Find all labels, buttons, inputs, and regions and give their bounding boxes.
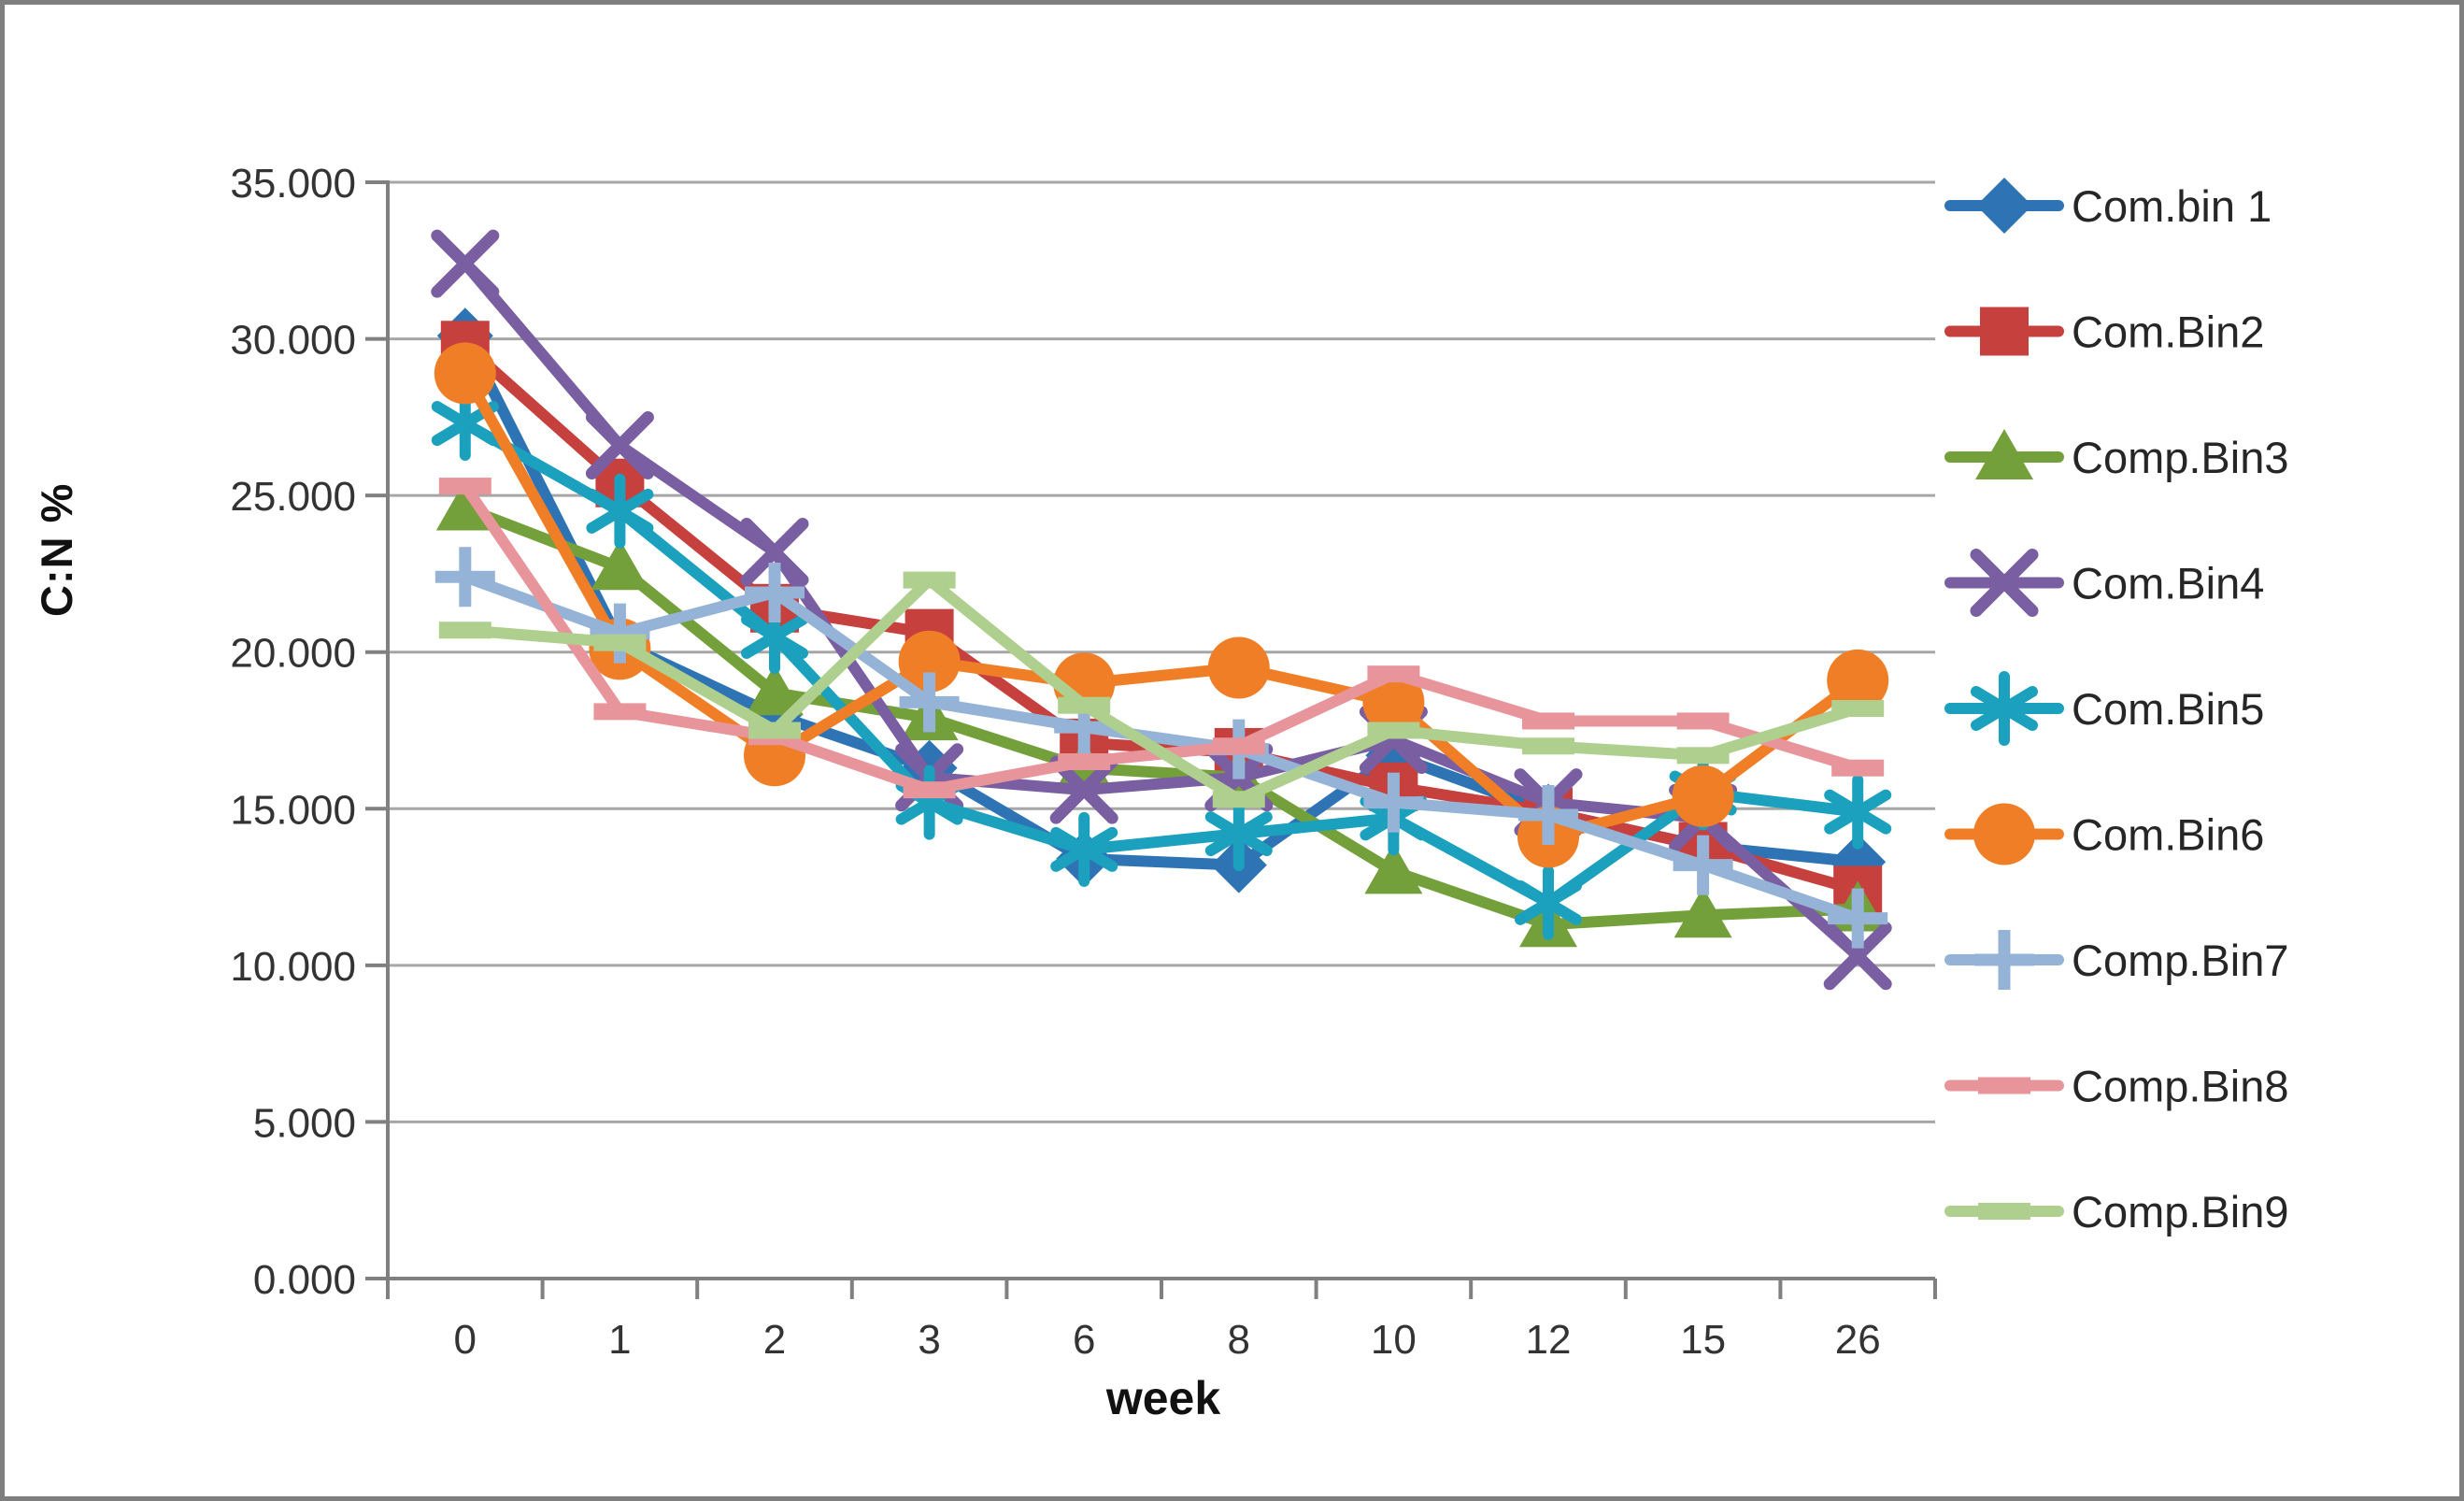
series-marker-comp-bin9 xyxy=(1212,791,1265,808)
series-line-com-bin5 xyxy=(459,418,1864,908)
series-marker-com-bin5 xyxy=(1515,865,1582,940)
series-marker-comp-bin9 xyxy=(593,634,647,651)
series-marker-com-bin5 xyxy=(1204,796,1273,872)
series-marker-comp-bin9 xyxy=(1058,696,1111,714)
series-marker-com-bin4 xyxy=(740,517,809,586)
y-axis-tick-label: 10.000 xyxy=(230,944,356,990)
series-marker-comp-bin7 xyxy=(1673,835,1733,895)
series-marker-com-bin6 xyxy=(898,630,961,693)
series-marker-com-bin4 xyxy=(1823,922,1892,991)
legend-label-com-bin5: Com.Bin5 xyxy=(2072,684,2264,734)
legend-label-com-bin6: Com.Bin6 xyxy=(2072,810,2264,860)
x-axis-tick-label: 6 xyxy=(1073,1317,1095,1363)
x-axis-tick-label: 15 xyxy=(1680,1317,1726,1363)
legend-key-marker-comp-bin7 xyxy=(1974,930,2034,990)
legend-label-comp-bin3: Comp.Bin3 xyxy=(2072,433,2289,482)
y-axis-tick-label: 20.000 xyxy=(230,631,356,677)
series-marker-comp-bin3 xyxy=(1364,843,1423,894)
x-axis-tick-label: 26 xyxy=(1835,1317,1881,1363)
series-marker-com-bin5 xyxy=(1050,811,1118,887)
x-axis-tick-label: 8 xyxy=(1228,1317,1250,1363)
x-axis-tick-label: 0 xyxy=(454,1317,477,1363)
series-marker-comp-bin7 xyxy=(745,563,805,623)
series-marker-comp-bin9 xyxy=(903,571,956,589)
legend-key-marker-com-bin2 xyxy=(1980,307,2029,356)
series-marker-comp-bin8 xyxy=(438,478,491,495)
series-marker-comp-bin9 xyxy=(438,622,491,639)
x-axis-tick-label: 2 xyxy=(763,1317,786,1363)
series-marker-com-bin6 xyxy=(1827,649,1889,711)
series-marker-comp-bin9 xyxy=(1367,722,1420,739)
series-marker-com-bin4 xyxy=(431,229,500,298)
series-marker-comp-bin7 xyxy=(899,672,960,733)
series-marker-comp-bin9 xyxy=(1831,700,1885,718)
series-marker-comp-bin8 xyxy=(1212,737,1265,755)
series-marker-comp-bin7 xyxy=(1828,888,1888,949)
series-line-comp-bin9 xyxy=(459,574,1864,806)
series-marker-comp-bin9 xyxy=(748,722,801,739)
legend-key-marker-com-bin5 xyxy=(1971,671,2038,746)
series-line-comp-bin3 xyxy=(459,502,1864,931)
series-marker-com-bin6 xyxy=(1207,636,1270,699)
x-axis-tick-label: 3 xyxy=(918,1317,940,1363)
y-axis-tick-label: 15.000 xyxy=(230,787,356,833)
series-marker-comp-bin8 xyxy=(1831,759,1885,777)
y-axis-tick-label: 30.000 xyxy=(230,318,356,364)
series-marker-comp-bin3 xyxy=(746,665,804,716)
series-marker-comp-bin8 xyxy=(1058,753,1111,771)
legend-key-marker-comp-bin3 xyxy=(1975,429,2033,479)
x-axis-tick-label: 12 xyxy=(1526,1317,1572,1363)
series-marker-comp-bin8 xyxy=(1522,712,1574,730)
legend-key-marker-com-bin-1 xyxy=(1976,178,2032,234)
series-marker-com-bin5 xyxy=(1824,774,1892,850)
legend-label-comp-bin9: Comp.Bin9 xyxy=(2072,1187,2289,1237)
y-axis-tick-label: 25.000 xyxy=(230,474,356,520)
series-marker-comp-bin8 xyxy=(903,781,956,799)
line-chart: 0.000 5.000 10.000 15.000 20.000 25.000 30.000… xyxy=(230,161,2289,1363)
series-marker-comp-bin7 xyxy=(1518,784,1578,845)
series-line-com-bin6 xyxy=(459,367,1864,843)
series-marker-com-bin6 xyxy=(1672,765,1734,827)
series-marker-comp-bin9 xyxy=(1676,747,1730,765)
series-marker-comp-bin8 xyxy=(593,703,647,721)
series-marker-comp-bin3 xyxy=(1674,887,1732,938)
series-marker-comp-bin8 xyxy=(1367,665,1420,683)
x-axis-title: week xyxy=(1105,1372,1221,1424)
legend-key-marker-comp-bin8 xyxy=(1978,1077,2030,1094)
legend-label-com-bin-1: Com.bin 1 xyxy=(2072,181,2272,231)
series-marker-comp-bin3 xyxy=(591,539,649,591)
series-marker-com-bin4 xyxy=(585,411,654,480)
legend-label-comp-bin8: Comp.Bin8 xyxy=(2072,1062,2289,1111)
legend-label-com-bin2: Com.Bin2 xyxy=(2072,307,2264,357)
series-marker-comp-bin3 xyxy=(435,479,494,531)
x-axis-tick-label: 1 xyxy=(608,1317,631,1363)
legend-key-marker-com-bin4 xyxy=(1970,549,2039,617)
legend-label-com-bin4: Com.Bin4 xyxy=(2072,559,2264,608)
legend-key-marker-com-bin6 xyxy=(1973,803,2035,865)
y-axis-tick-label: 0.000 xyxy=(253,1257,356,1303)
series-marker-comp-bin9 xyxy=(1522,737,1574,755)
series-marker-com-bin5 xyxy=(586,473,654,549)
series-marker-com-bin4 xyxy=(1049,755,1118,824)
x-axis-tick-label: 10 xyxy=(1371,1317,1417,1363)
series-line-com-bin4 xyxy=(459,258,1864,962)
series-marker-comp-bin7 xyxy=(590,603,650,664)
y-axis-tick-label: 5.000 xyxy=(253,1100,356,1146)
y-axis-tick-label: 35.000 xyxy=(230,161,356,207)
legend-label-comp-bin7: Comp.Bin7 xyxy=(2072,936,2289,985)
y-axis-title: C:N % xyxy=(32,482,81,617)
series-line-comp-bin7 xyxy=(459,571,1864,924)
series-marker-comp-bin7 xyxy=(434,547,495,608)
series-marker-comp-bin8 xyxy=(1676,712,1730,730)
series-marker-comp-bin7 xyxy=(1363,772,1424,833)
series-marker-com-bin6 xyxy=(434,342,496,405)
legend-key-marker-comp-bin9 xyxy=(1978,1203,2030,1220)
